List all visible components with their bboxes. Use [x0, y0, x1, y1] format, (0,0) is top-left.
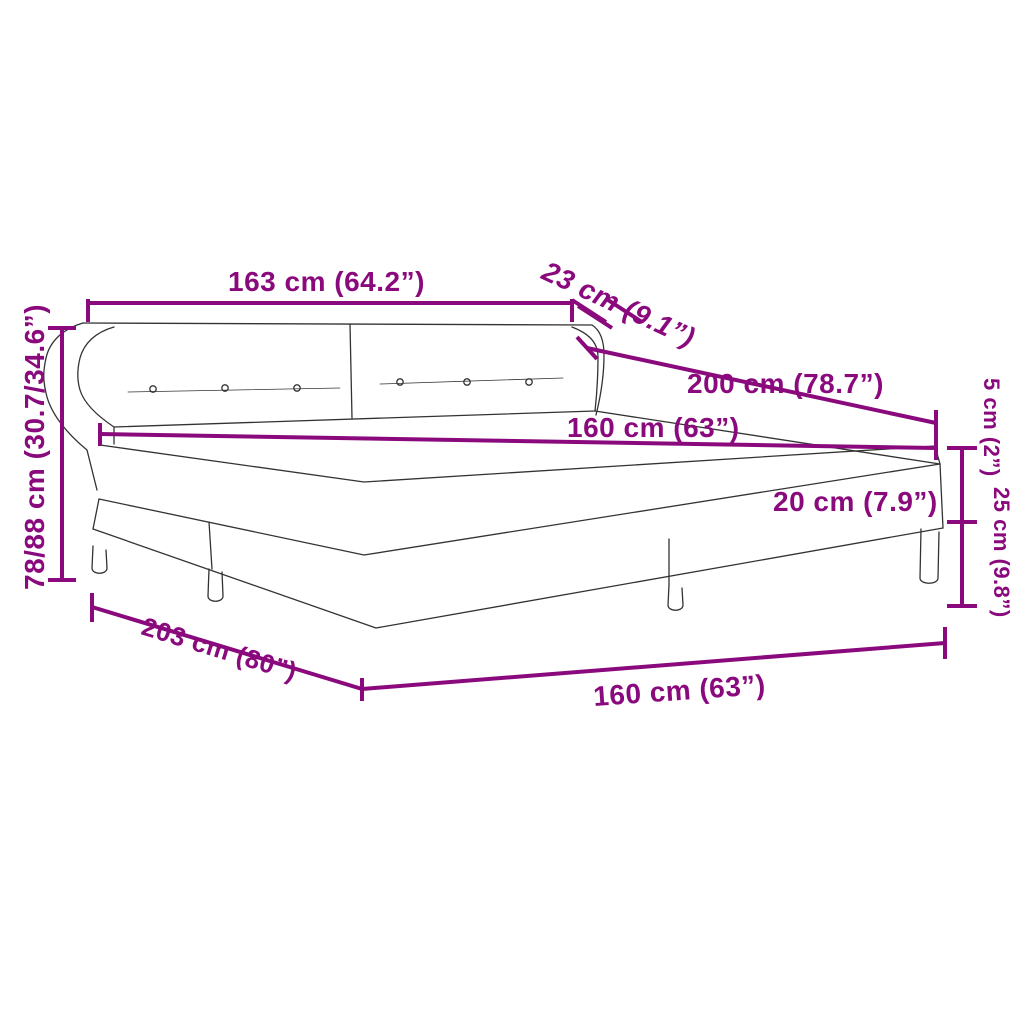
svg-text:5 cm (2”): 5 cm (2”)	[979, 378, 1004, 477]
svg-text:20 cm (7.9”): 20 cm (7.9”)	[773, 486, 938, 517]
svg-text:160 cm (63”): 160 cm (63”)	[567, 412, 740, 443]
svg-text:78/88 cm (30.7/34.6”): 78/88 cm (30.7/34.6”)	[19, 304, 50, 590]
svg-text:25 cm (9.8”): 25 cm (9.8”)	[989, 487, 1014, 618]
svg-text:200 cm (78.7”): 200 cm (78.7”)	[687, 368, 884, 399]
svg-text:163 cm (64.2”): 163 cm (64.2”)	[228, 266, 425, 297]
